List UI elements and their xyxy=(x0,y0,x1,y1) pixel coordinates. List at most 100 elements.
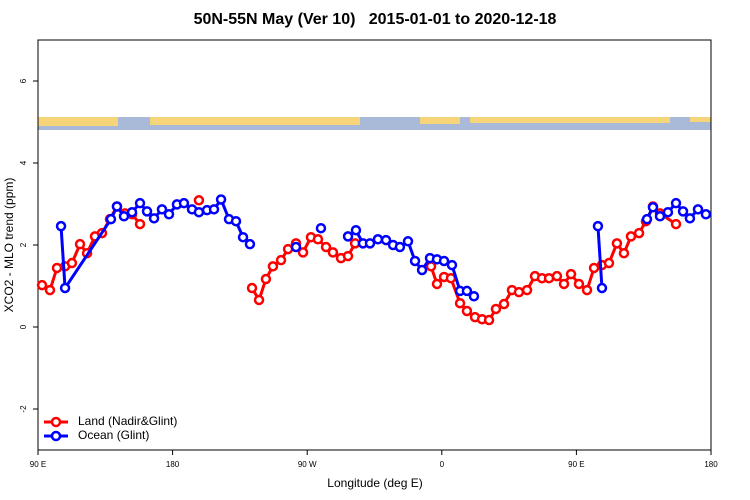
y-tick-label: 6 xyxy=(19,78,28,83)
y-tick-label: 0 xyxy=(19,324,28,329)
data-point xyxy=(141,206,153,217)
data-point xyxy=(654,211,666,222)
data-point xyxy=(551,270,563,282)
data-point xyxy=(134,218,146,230)
data-point xyxy=(633,227,645,239)
data-point xyxy=(148,213,160,224)
y-tick-label: -2 xyxy=(19,405,28,413)
data-point xyxy=(372,234,384,245)
data-point xyxy=(402,236,414,247)
data-point xyxy=(603,257,615,269)
data-point xyxy=(215,194,227,205)
x-tick-label: 90 E xyxy=(30,460,46,469)
data-point xyxy=(596,282,608,294)
data-point xyxy=(647,202,659,213)
data-point xyxy=(625,231,637,242)
x-tick-label: 180 xyxy=(704,460,718,469)
data-point xyxy=(670,197,682,209)
data-point xyxy=(521,284,533,296)
x-tick-label: 90 W xyxy=(298,460,317,469)
data-point xyxy=(312,234,324,245)
data-point xyxy=(416,264,428,276)
x-axis-label: Longitude (deg E) xyxy=(327,476,422,490)
data-point xyxy=(446,259,458,271)
y-axis-label: XCO2 - MLO trend (ppm) xyxy=(2,178,16,313)
data-point xyxy=(581,284,593,296)
data-point xyxy=(246,282,258,294)
data-point xyxy=(565,268,577,280)
data-point xyxy=(275,254,287,266)
data-point xyxy=(244,238,256,250)
data-point xyxy=(380,234,392,246)
legend-label: Land (Nadir&Glint) xyxy=(78,414,177,428)
data-point xyxy=(364,238,376,249)
data-point xyxy=(677,206,689,217)
data-point xyxy=(134,197,146,209)
data-point xyxy=(342,231,354,242)
data-point xyxy=(670,218,682,230)
data-point xyxy=(118,211,130,222)
data-point xyxy=(573,278,585,290)
data-point xyxy=(320,241,332,253)
data-point xyxy=(513,286,525,298)
data-point xyxy=(592,220,604,232)
data-point xyxy=(163,209,175,220)
data-point xyxy=(461,285,473,297)
map-strip xyxy=(38,117,711,130)
data-point xyxy=(297,247,309,258)
data-point xyxy=(156,204,168,215)
data-point xyxy=(36,279,48,291)
chart-title: 50N-55N May (Ver 10) 2015-01-01 to 2020-… xyxy=(194,11,557,28)
land-strip xyxy=(470,117,670,123)
data-point xyxy=(618,247,630,259)
legend-marker xyxy=(50,416,62,428)
data-point xyxy=(611,238,623,249)
data-point xyxy=(55,220,67,232)
x-tick-label: 180 xyxy=(166,460,180,469)
data-point xyxy=(66,257,78,269)
data-point xyxy=(461,305,473,317)
data-point xyxy=(126,206,138,218)
data-point xyxy=(438,255,450,267)
data-point xyxy=(208,204,220,215)
data-point xyxy=(454,297,466,309)
data-point xyxy=(178,197,190,209)
data-point xyxy=(700,209,712,220)
series-line xyxy=(59,196,707,298)
x-tick-label: 0 xyxy=(440,460,445,469)
data-point xyxy=(193,195,205,206)
data-point xyxy=(44,284,56,296)
data-point xyxy=(350,224,362,236)
data-point xyxy=(260,273,272,285)
data-point xyxy=(327,247,339,258)
land-strip xyxy=(420,117,460,124)
data-point xyxy=(105,213,117,225)
data-point xyxy=(51,262,63,274)
data-point xyxy=(315,222,327,234)
data-point xyxy=(662,206,674,218)
data-point xyxy=(342,250,354,262)
data-point xyxy=(237,231,249,243)
data-point xyxy=(59,282,71,294)
land-strip xyxy=(690,117,711,122)
land-strip xyxy=(38,117,118,126)
data-point xyxy=(498,298,510,310)
data-point xyxy=(74,238,86,250)
y-tick-label: 2 xyxy=(19,242,28,247)
data-point xyxy=(111,201,123,212)
data-point xyxy=(684,213,696,224)
data-point xyxy=(267,261,279,272)
data-point xyxy=(193,206,205,218)
data-point xyxy=(230,215,242,227)
data-point xyxy=(558,278,570,290)
data-point xyxy=(468,291,480,302)
x-tick-label: 90 E xyxy=(568,460,584,469)
data-point xyxy=(409,255,421,267)
legend-marker xyxy=(50,430,62,442)
data-point xyxy=(692,204,704,215)
data-point xyxy=(641,213,653,225)
data-point xyxy=(394,241,406,253)
data-point xyxy=(431,278,443,290)
